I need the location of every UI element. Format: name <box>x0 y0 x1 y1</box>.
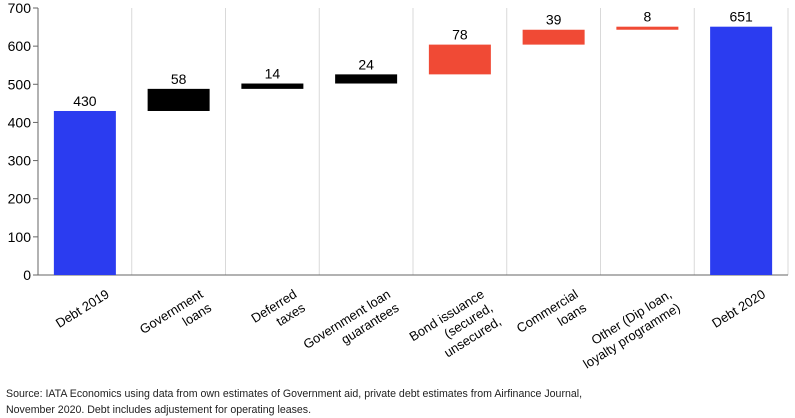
source-line: November 2020. Debt includes adjustement… <box>6 404 312 416</box>
data-label: 58 <box>171 71 187 87</box>
data-label: 24 <box>358 56 374 72</box>
source-line: Source: IATA Economics using data from o… <box>6 388 583 400</box>
x-tick-label: Government loanguarantees <box>300 286 401 365</box>
bar-total <box>53 110 116 275</box>
data-label: 430 <box>73 93 97 109</box>
data-label: 39 <box>546 12 562 28</box>
y-tick-label: 200 <box>8 191 32 207</box>
bar-government <box>241 83 304 89</box>
y-tick-label: 500 <box>8 76 32 92</box>
data-label: 78 <box>452 27 468 43</box>
y-tick-label: 400 <box>8 114 32 130</box>
bar-government <box>147 88 210 111</box>
bar-private <box>522 29 585 45</box>
data-label: 651 <box>729 9 753 25</box>
bar-private <box>616 26 679 30</box>
bar-private <box>428 44 491 75</box>
x-tick-label: Debt 2019 <box>53 286 112 331</box>
bar-total <box>710 26 773 275</box>
x-tick-label: Other (Dip loan,loyalty programme) <box>572 286 683 371</box>
y-tick-label: 700 <box>8 0 32 16</box>
data-label: 8 <box>643 9 651 25</box>
x-tick-label: Deferredtaxes <box>248 286 308 339</box>
y-tick-label: 600 <box>8 38 32 54</box>
x-tick-label-line: Debt 2020 <box>709 286 768 331</box>
y-tick-label: 0 <box>23 267 31 283</box>
x-tick-label: Bond issuance(secured,unsecured, <box>406 286 503 371</box>
y-tick-label: 100 <box>8 229 32 245</box>
x-tick-label: Governmentloans <box>137 286 215 350</box>
y-tick-label: 300 <box>8 153 32 169</box>
source-note: Source: IATA Economics using data from o… <box>6 386 791 418</box>
x-tick-label-line: Debt 2019 <box>53 286 112 331</box>
x-tick-label: Commercialloans <box>514 286 590 349</box>
bar-government <box>335 74 398 84</box>
data-label: 14 <box>265 66 281 82</box>
x-tick-label: Debt 2020 <box>709 286 768 331</box>
